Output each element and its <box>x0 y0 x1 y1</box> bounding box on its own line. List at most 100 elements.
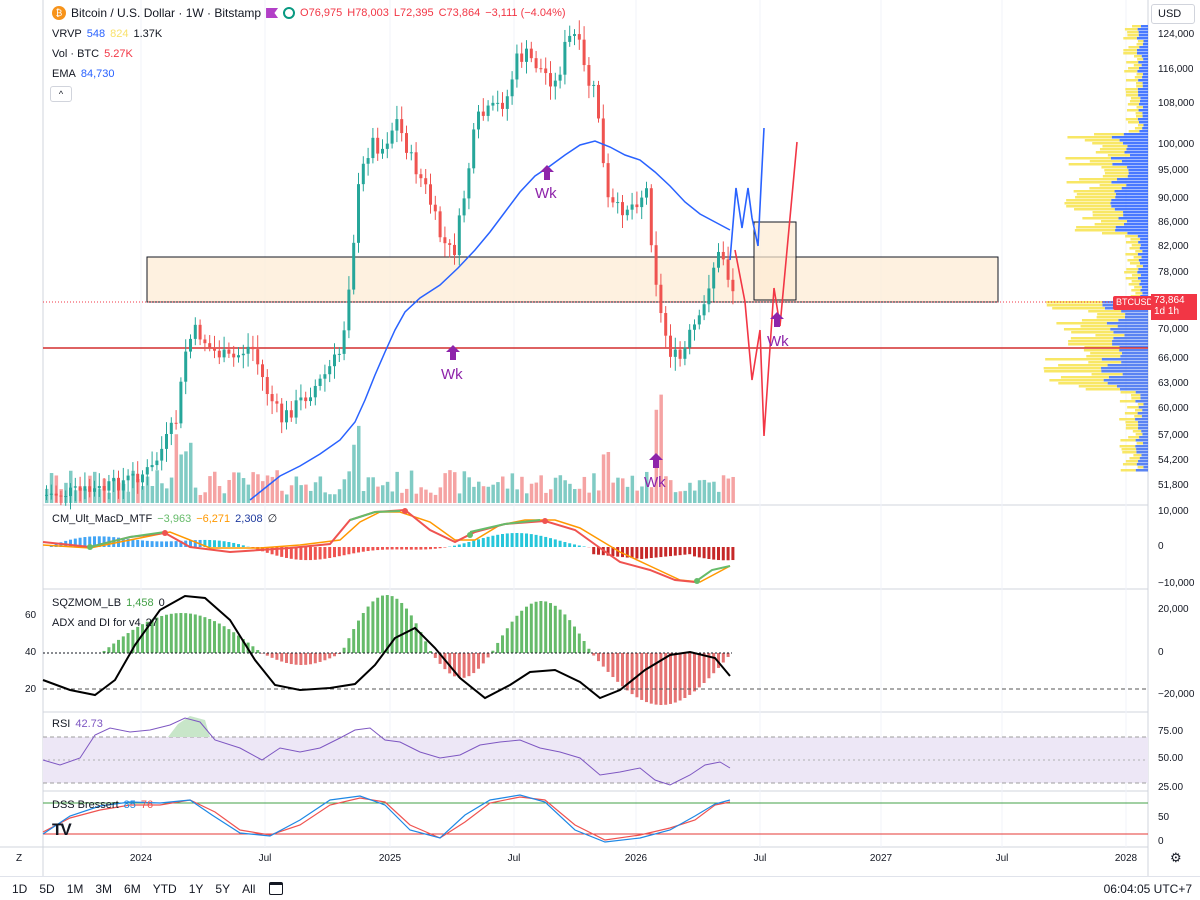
wk-label: Wk <box>535 185 557 202</box>
clock[interactable]: 06:04:05 UTC+7 <box>1103 881 1192 896</box>
vrvp-bar-down <box>1138 406 1148 409</box>
squeeze-momentum-bar <box>697 653 701 688</box>
candle-body <box>285 410 288 423</box>
volume-name: Vol · BTC <box>52 48 100 60</box>
ema-legend[interactable]: EMA 84,730 <box>52 68 115 80</box>
squeeze-momentum-bar <box>208 618 212 653</box>
squeeze-momentum-bar <box>683 653 687 698</box>
candle-body <box>501 102 504 109</box>
timeframe-button[interactable]: 3M <box>95 881 113 896</box>
macd-histogram-bar <box>683 547 687 555</box>
macd-histogram-bar <box>371 547 375 551</box>
vrvp-bar-up <box>1131 280 1141 283</box>
volume-bar <box>443 473 447 503</box>
settings-gear-icon[interactable]: ⚙ <box>1170 850 1182 865</box>
candle-body <box>721 251 725 260</box>
candle-body <box>141 474 144 483</box>
vrvp-bar-up <box>1131 397 1141 400</box>
macd-histogram-bar <box>237 544 240 547</box>
volume-legend[interactable]: Vol · BTC 5.27K <box>52 48 133 60</box>
timeframe-button[interactable]: 6M <box>124 881 141 896</box>
vrvp-bar-up <box>1123 49 1137 52</box>
timeframe-button[interactable]: YTD <box>152 881 177 896</box>
vrvp-bar-down <box>1135 391 1148 394</box>
symbol-title[interactable]: Bitcoin / U.S. Dollar · 1W · Bitstamp <box>71 6 262 20</box>
macd-legend[interactable]: CM_Ult_MacD_MTF −3,963 −6,271 2,308 ∅ <box>52 512 277 526</box>
macd-histogram-bar <box>664 547 668 557</box>
vrvp-bar-down <box>1135 439 1148 442</box>
timezone-z-label[interactable]: Z <box>16 853 23 864</box>
dss-legend[interactable]: DSS Bressert 85 76 <box>52 799 153 811</box>
squeeze-momentum-bar <box>544 601 548 653</box>
squeeze-momentum-bar <box>491 650 495 653</box>
currency-button[interactable]: USD <box>1151 4 1195 24</box>
squeeze-momentum-bar <box>189 613 192 653</box>
squeeze-momentum-bar <box>390 596 394 653</box>
timeframe-button[interactable]: 1D <box>12 881 28 896</box>
volume-bar <box>649 487 654 503</box>
vrvp-bar-up <box>1084 139 1120 142</box>
macd-histogram-bar <box>640 547 644 559</box>
vrvp-legend[interactable]: VRVP 548 824 1.37K <box>52 28 162 40</box>
collapse-legend-button[interactable]: ^ <box>50 86 72 102</box>
candle-body <box>510 79 514 97</box>
volume-bar <box>505 488 510 503</box>
candle-body <box>630 204 634 210</box>
volume-bar <box>577 488 582 503</box>
macd-histogram-bar <box>93 536 96 547</box>
macd-histogram-bar <box>328 547 332 559</box>
timeframe-button[interactable]: 1M <box>66 881 84 896</box>
vrvp-bar-up <box>1074 229 1116 232</box>
vrvp-bar-up <box>1125 94 1139 97</box>
vrvp-bar-down <box>1127 175 1148 178</box>
vrvp-bar-up <box>1125 88 1138 91</box>
candle-body <box>693 324 696 330</box>
vrvp-bar-up <box>1124 70 1138 73</box>
candle-body <box>669 335 672 357</box>
timeframe-button[interactable]: All <box>242 881 256 896</box>
squeeze-momentum-bar <box>141 624 144 653</box>
squeeze-momentum-bar <box>328 653 332 659</box>
candle-body <box>486 105 490 116</box>
adx-legend[interactable]: ADX and DI for v4 27 <box>52 617 158 629</box>
timeframe-button[interactable]: 5D <box>39 881 55 896</box>
candle-body <box>333 354 336 367</box>
timeframe-button[interactable]: 1Y <box>188 881 204 896</box>
vrvp-bar-up <box>1104 169 1129 172</box>
macd-histogram-bar <box>366 547 370 552</box>
vrvp-bar-down <box>1139 457 1148 460</box>
date-range-icon[interactable] <box>269 882 284 895</box>
volume-bar <box>597 490 601 503</box>
candle-body <box>568 35 572 42</box>
squeeze-momentum-bar <box>429 650 432 653</box>
vrvp-bar-up <box>1128 67 1140 70</box>
vrvp-bar-up <box>1131 244 1141 247</box>
volume-bar <box>155 470 159 503</box>
macd-line <box>42 508 696 583</box>
vrvp-bar-down <box>1137 235 1148 238</box>
vrvp-bar-down <box>1141 64 1148 67</box>
sqz-legend[interactable]: SQZMOM_LB 1,458 0 <box>52 597 165 609</box>
adx-name: ADX and DI for v4 <box>52 617 141 629</box>
squeeze-momentum-bar <box>534 601 538 653</box>
timeframe-button[interactable]: 5Y <box>215 881 231 896</box>
symbol-header[interactable]: ₿ Bitcoin / U.S. Dollar · 1W · Bitstamp … <box>52 6 566 20</box>
candle-body <box>433 204 437 212</box>
rsi-legend[interactable]: RSI 42.73 <box>52 718 103 730</box>
vrvp-bar-down <box>1119 139 1148 142</box>
candle-body <box>573 34 576 36</box>
vrvp-bar-down <box>1141 454 1148 457</box>
vrvp-bar-up <box>1137 40 1144 43</box>
vrvp-bar-down <box>1114 208 1148 211</box>
volume-bar <box>217 486 222 503</box>
vrvp-bar-down <box>1120 355 1148 358</box>
macd-histogram-bar <box>539 535 543 547</box>
volume-bar <box>385 481 390 503</box>
volume-bar <box>721 475 726 503</box>
flag-icon[interactable] <box>266 8 279 18</box>
adx-left-axis-label: 20 <box>25 684 37 695</box>
candle-body <box>577 34 581 40</box>
candle-body <box>184 351 188 382</box>
vrvp-bar-up <box>1079 178 1118 181</box>
